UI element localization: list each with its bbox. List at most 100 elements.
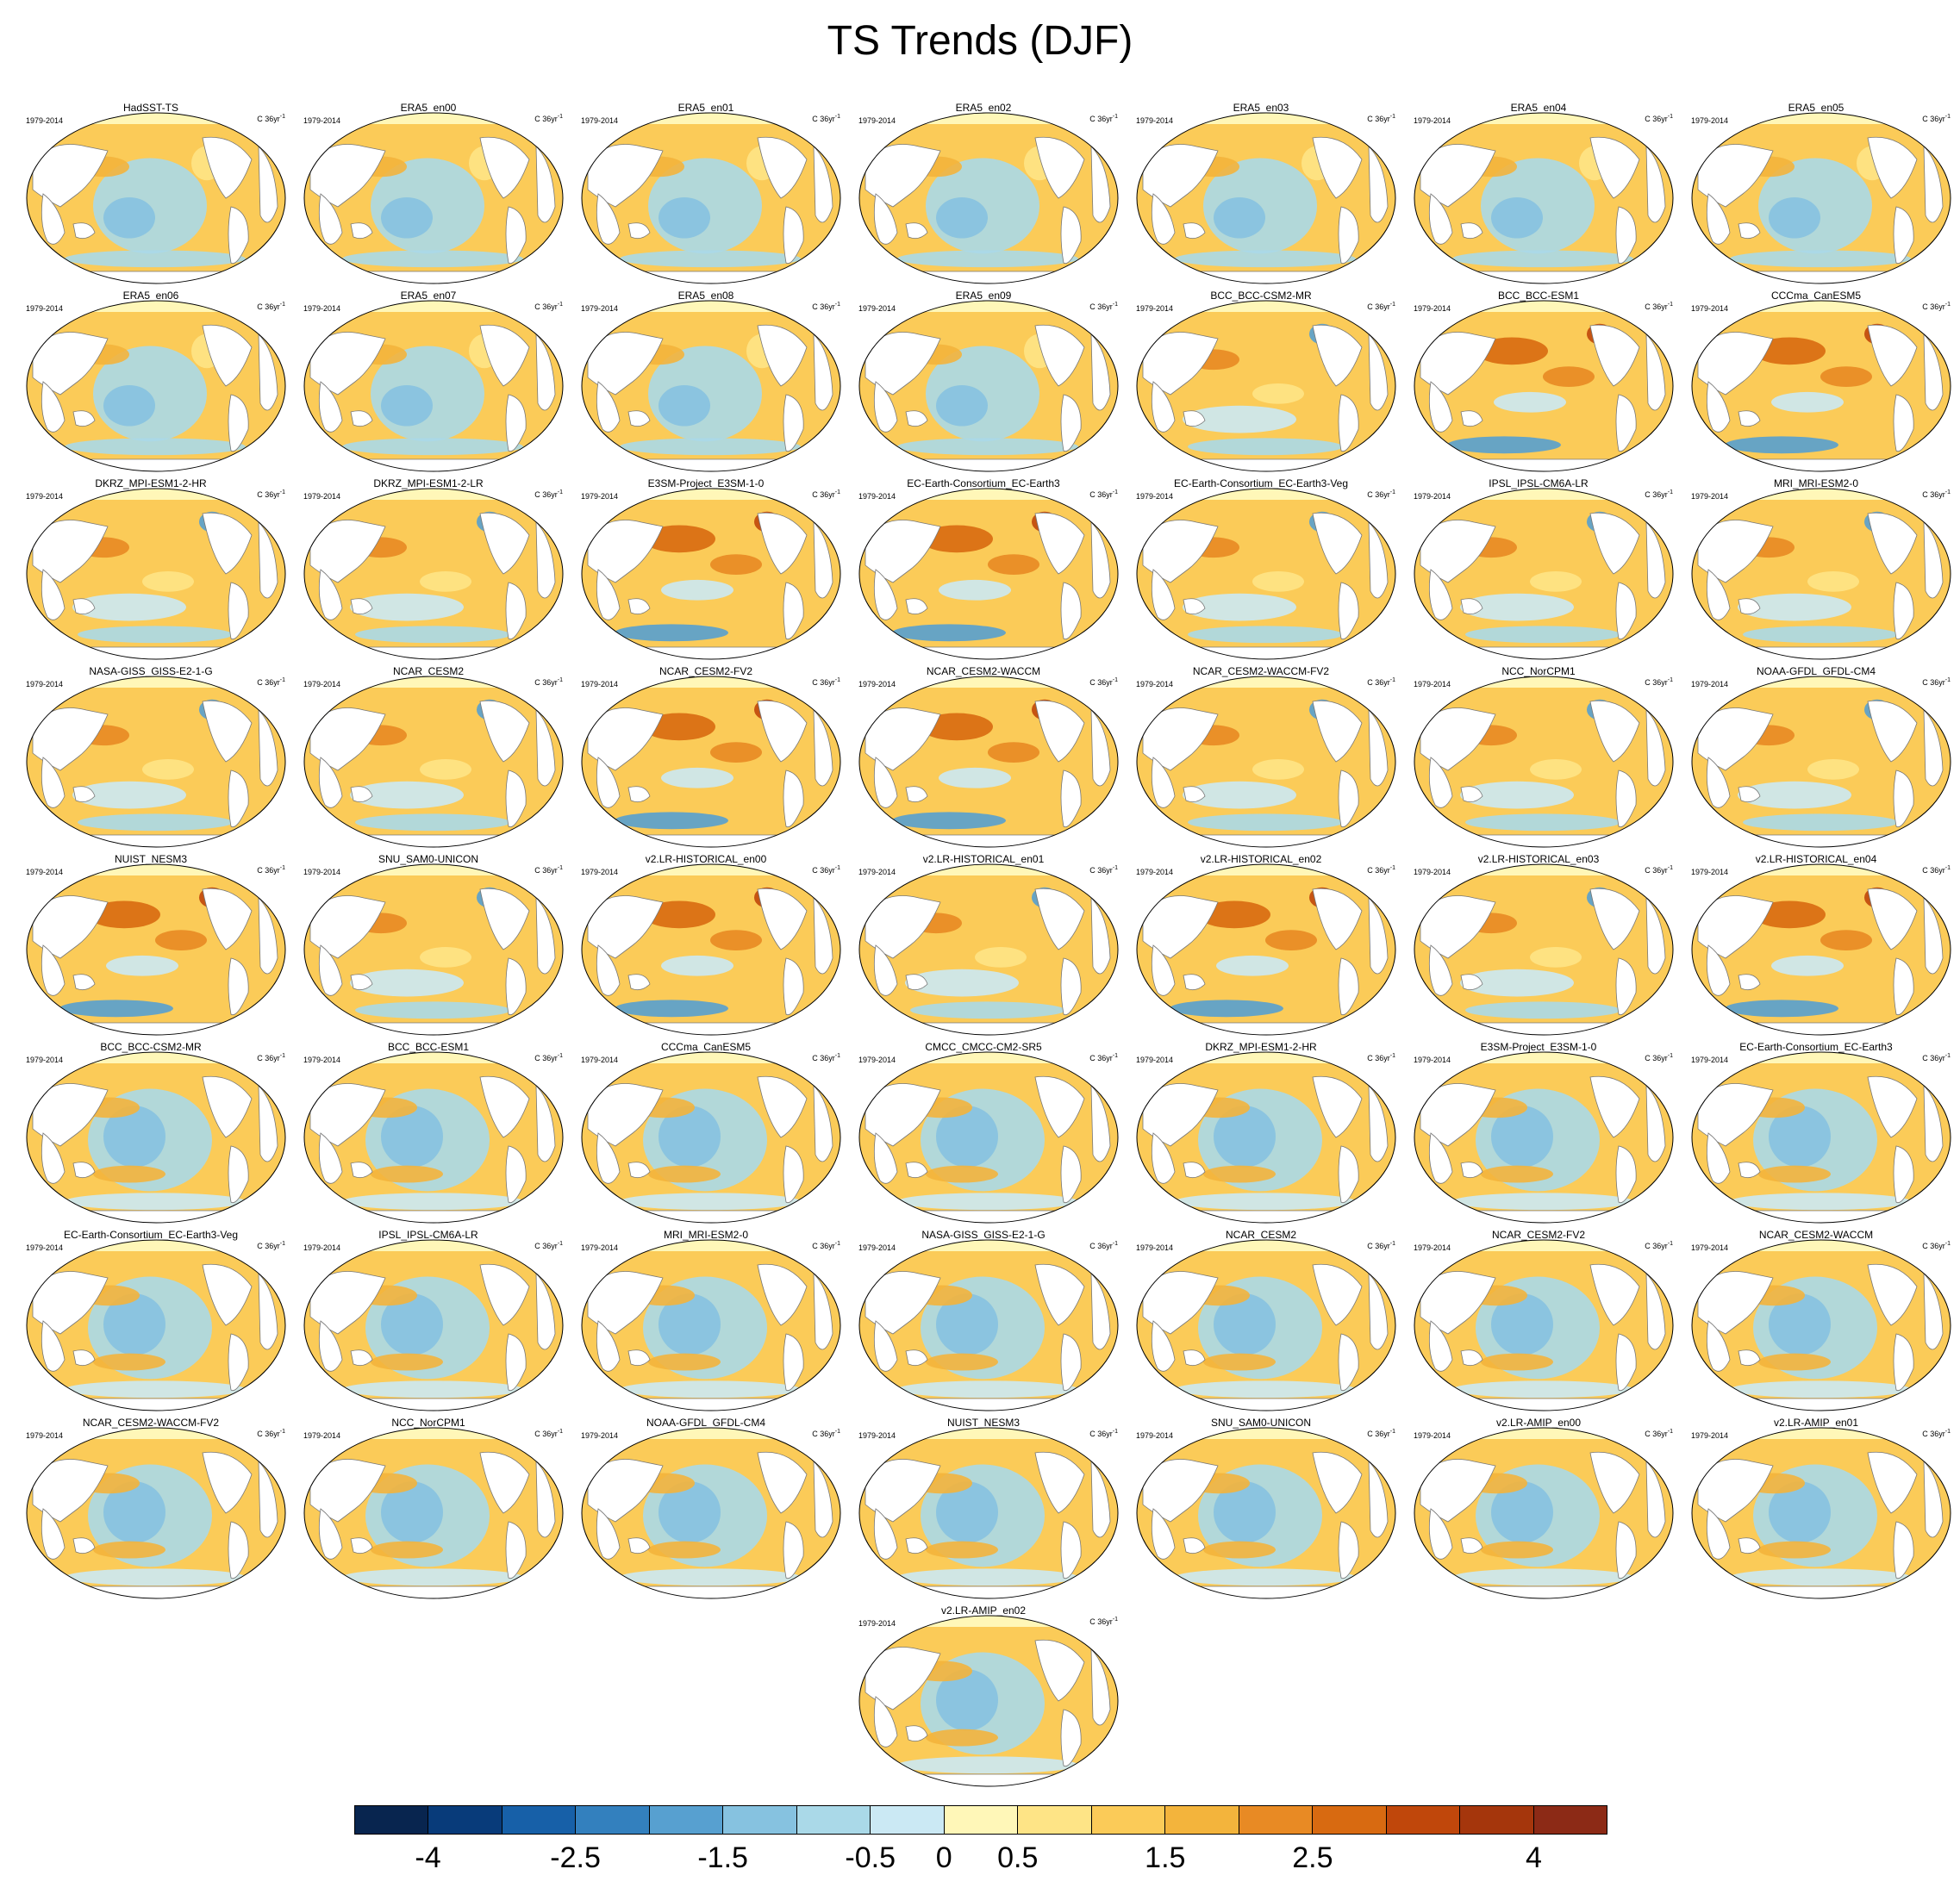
land-mask [1428, 381, 1453, 433]
map-plot [581, 300, 841, 472]
map-plot [303, 863, 564, 1036]
panel-period-label: 1979-2014 [1136, 492, 1174, 501]
land-mask [1645, 1273, 1666, 1350]
arctic-strip [1137, 113, 1395, 124]
trend-anomaly-region [1214, 1106, 1276, 1168]
trend-anomaly-region [897, 1568, 1078, 1586]
land-mask [813, 146, 833, 223]
land-mask [1893, 394, 1914, 452]
land-mask [1312, 1451, 1363, 1514]
land-mask [875, 271, 1101, 283]
colorbar-tick-label: 2.5 [1292, 1841, 1333, 1874]
panel-title: NUIST_NESM3 [946, 1417, 1021, 1429]
panel-period-label: 1979-2014 [1136, 1431, 1174, 1440]
map-border [858, 676, 1119, 848]
trend-anomaly-region [897, 1756, 1078, 1774]
panel-units-label: C 36yr-1 [1089, 489, 1118, 499]
trend-anomaly-region [936, 1293, 998, 1355]
arctic-strip [27, 1052, 285, 1063]
land-mask [1707, 1586, 1933, 1598]
map-border [1691, 1051, 1951, 1224]
arctic-strip [582, 1428, 840, 1439]
map-panel: NCAR_CESM2-WACCM-FV2 1979-2014 C 36yr-1 [1123, 665, 1399, 848]
land-mask [1589, 136, 1640, 199]
map-border [303, 112, 564, 284]
map-plot [303, 1239, 564, 1411]
land-mask [627, 1162, 651, 1179]
map-panel: CCCma_CanESM5 1979-2014 C 36yr-1 [1678, 290, 1954, 472]
land-mask [1430, 646, 1656, 659]
panel-units-text: C 36yr [1089, 1617, 1113, 1626]
land-mask [535, 146, 556, 223]
panel-units-label: C 36yr-1 [1367, 114, 1395, 123]
map-panel: EC-Earth-Consortium_EC-Earth3 1979-2014 C … [846, 477, 1121, 660]
panel-units-label: C 36yr-1 [257, 489, 285, 499]
panel-units-label: C 36yr-1 [1089, 114, 1118, 123]
trend-anomaly-region [1252, 383, 1304, 404]
map-border [858, 488, 1119, 660]
map-border [303, 1239, 564, 1411]
land-mask [1706, 1320, 1731, 1372]
map-plot [1136, 488, 1396, 660]
trend-anomaly-region [59, 1000, 173, 1018]
land-mask [1338, 582, 1359, 640]
land-mask [479, 1451, 530, 1514]
land-mask [41, 1320, 66, 1372]
land-mask [1312, 136, 1363, 199]
land-mask [1368, 709, 1389, 787]
map-panel: ERA5_en08 1979-2014 C 36yr-1 [568, 290, 844, 472]
trend-anomaly-region [93, 1353, 165, 1371]
trend-anomaly-region [1460, 593, 1574, 621]
map-border [26, 676, 286, 848]
land-mask [320, 1586, 546, 1598]
arctic-strip [304, 301, 563, 312]
land-mask [258, 1273, 278, 1350]
map-border [1691, 300, 1951, 472]
panel-period-label: 1979-2014 [303, 1243, 341, 1252]
panel-units-exponent: -1 [1389, 302, 1395, 308]
panel-period-label: 1979-2014 [858, 1431, 896, 1440]
map-border [858, 1427, 1119, 1599]
panel-period-label: 1979-2014 [1691, 304, 1729, 313]
trend-anomaly-region [1725, 436, 1838, 454]
map-plot [303, 676, 564, 848]
trend-anomaly-region [78, 813, 233, 832]
panel-title: ERA5_en08 [677, 290, 734, 302]
trend-anomaly-region [342, 438, 523, 456]
map-border [1136, 300, 1396, 472]
panel-units-exponent: -1 [279, 1241, 285, 1247]
trend-anomaly-region [1175, 1380, 1356, 1399]
panel-units-text: C 36yr [1089, 866, 1113, 875]
trend-anomaly-region [1203, 1165, 1276, 1183]
arctic-strip [859, 489, 1118, 500]
land-mask [1615, 1145, 1637, 1204]
trend-anomaly-region [897, 250, 1078, 268]
panel-units-exponent: -1 [279, 865, 285, 871]
land-mask [1893, 206, 1914, 265]
land-mask [1460, 598, 1483, 615]
land-mask [1152, 458, 1378, 471]
arctic-strip [304, 864, 563, 875]
land-mask [1428, 1508, 1453, 1560]
trend-anomaly-region [1769, 1106, 1831, 1168]
trend-anomaly-region [65, 1380, 246, 1399]
panel-units-label: C 36yr-1 [1922, 114, 1951, 123]
panel-units-text: C 36yr [1089, 490, 1113, 499]
colorbar-tick-label: 0 [935, 1841, 952, 1874]
map-panel: HadSST-TS 1979-2014 C 36yr-1 [13, 102, 289, 284]
colorbar-cell [723, 1806, 797, 1834]
map-plot [858, 1051, 1119, 1224]
map-border [581, 1051, 841, 1224]
trend-anomaly-region [897, 1380, 1078, 1399]
panel-period-label: 1979-2014 [26, 116, 64, 125]
panel-units-exponent: -1 [1112, 1429, 1118, 1435]
land-mask [627, 598, 651, 615]
land-mask [875, 1210, 1101, 1223]
panel-period-label: 1979-2014 [858, 1619, 896, 1628]
land-mask [1615, 957, 1637, 1016]
map-plot [1691, 1427, 1951, 1599]
arctic-strip [1414, 113, 1673, 124]
panel-title: NCAR_CESM2-WACCM [1758, 1229, 1874, 1241]
land-mask [596, 569, 621, 620]
panel-units-text: C 36yr [1922, 678, 1945, 687]
